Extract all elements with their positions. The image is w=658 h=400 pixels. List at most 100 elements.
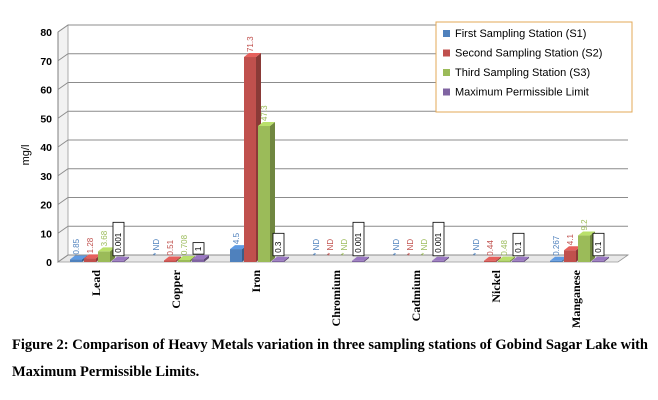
x-tick-label: Iron [249, 270, 263, 293]
bar [592, 260, 604, 262]
axes: 0 10 20 30 40 50 60 70 80 Lead Copper Iron Chromium C… [40, 27, 583, 328]
data-label: 1 [194, 246, 203, 251]
x-tick-label: Manganese [569, 269, 583, 328]
legend: First Sampling Station (S1) Second Sampli… [435, 21, 633, 113]
bar-side [364, 256, 369, 262]
bar [70, 259, 82, 262]
y-tick-label: 20 [40, 200, 52, 212]
bar [512, 260, 524, 262]
bar-top [352, 256, 369, 261]
data-label: * ND [406, 239, 415, 256]
data-label: 0.1 [514, 241, 523, 253]
data-label: * ND [472, 239, 481, 256]
bar [564, 250, 576, 262]
legend-swatch [443, 69, 450, 76]
legend-label: Second Sampling Station (S2) [455, 48, 602, 60]
y-tick-label: 0 [46, 257, 52, 269]
bar [352, 260, 364, 262]
bar [178, 259, 190, 262]
bar-top [178, 255, 195, 260]
data-label: 1.28 [86, 237, 95, 253]
bar-top [272, 256, 289, 261]
data-label: * ND [340, 239, 349, 256]
x-tick-label: Lead [89, 270, 103, 296]
bar-top [98, 247, 115, 252]
data-label: 4.5 [232, 232, 241, 244]
bar-side [204, 255, 209, 262]
bar [244, 57, 256, 263]
data-labels: 0.85 1.28 3.68 0.001 * ND 0.51 0.708 1 4.5 71.3 47… [72, 36, 605, 257]
data-label: 71.3 [246, 36, 255, 52]
bar-top [70, 255, 87, 260]
y-tick-label: 60 [40, 85, 52, 97]
bar-top [564, 246, 581, 251]
data-label: * ND [392, 239, 401, 256]
y-tick-label: 80 [40, 27, 52, 39]
bar-top [192, 255, 209, 260]
data-label-box [112, 221, 125, 257]
legend-label: Maximum Permissible Limit [455, 87, 589, 99]
bar-top [432, 256, 449, 261]
bar [258, 126, 270, 262]
legend-swatch [443, 30, 450, 37]
bar-top [164, 256, 181, 261]
data-label: 0.001 [354, 232, 363, 253]
data-label-box [352, 221, 365, 257]
bar-top [84, 254, 101, 259]
data-label: 0.44 [486, 240, 495, 256]
bar [98, 251, 110, 262]
bar-top [512, 256, 529, 261]
data-label: 0.001 [114, 232, 123, 253]
y-tick-label: 30 [40, 171, 52, 183]
gridline [57, 139, 628, 148]
data-label-box [592, 232, 605, 257]
bar-top [578, 231, 595, 236]
y-tick-label: 70 [40, 56, 52, 68]
y-tick-label: 50 [40, 113, 52, 125]
bar-top [484, 256, 501, 261]
data-label: 47.3 [260, 105, 269, 121]
bar [112, 260, 124, 262]
data-label: * ND [326, 239, 335, 256]
bar [578, 235, 590, 262]
bar [484, 260, 496, 262]
bar-top [592, 256, 609, 261]
bar-side [176, 256, 181, 262]
data-label-box [272, 232, 285, 257]
bar [192, 259, 204, 262]
data-label: * ND [312, 239, 321, 256]
gridline [57, 225, 628, 234]
figure-caption: Figure 2: Comparison of Heavy Metals var… [12, 337, 648, 380]
bar-top [258, 122, 275, 127]
bar [164, 260, 176, 262]
bar [272, 260, 284, 262]
data-label: * ND [152, 239, 161, 256]
x-tick-label: Copper [169, 269, 183, 308]
bar-side [496, 256, 501, 262]
gridline [57, 197, 628, 205]
data-label-box [432, 221, 445, 257]
data-label: * ND [420, 239, 429, 256]
data-label: 9.2 [580, 219, 589, 231]
data-label: 0.48 [500, 239, 509, 255]
bar-top [112, 256, 129, 261]
bar-side [270, 122, 275, 262]
legend-swatch [443, 49, 450, 57]
x-tick-label: Chromium [329, 270, 343, 326]
data-label: 0.3 [274, 241, 283, 253]
data-label: 0.51 [166, 239, 175, 255]
chart: 0 10 20 30 40 50 60 70 80 Lead Copper Iron Chromium C… [40, 21, 633, 328]
bar-side [604, 256, 609, 262]
data-label-box [192, 242, 205, 255]
y-axis-label: mg/l [20, 144, 32, 166]
legend-box [435, 21, 633, 113]
bar [84, 258, 96, 262]
bar-top [550, 256, 567, 261]
bar-side [444, 256, 449, 262]
bar-top [230, 245, 247, 250]
x-tick-label: Cadmium [409, 270, 423, 321]
data-label-box [512, 232, 525, 257]
y-tick-label: 40 [40, 142, 52, 154]
gridline [57, 168, 628, 177]
bar [498, 260, 510, 262]
